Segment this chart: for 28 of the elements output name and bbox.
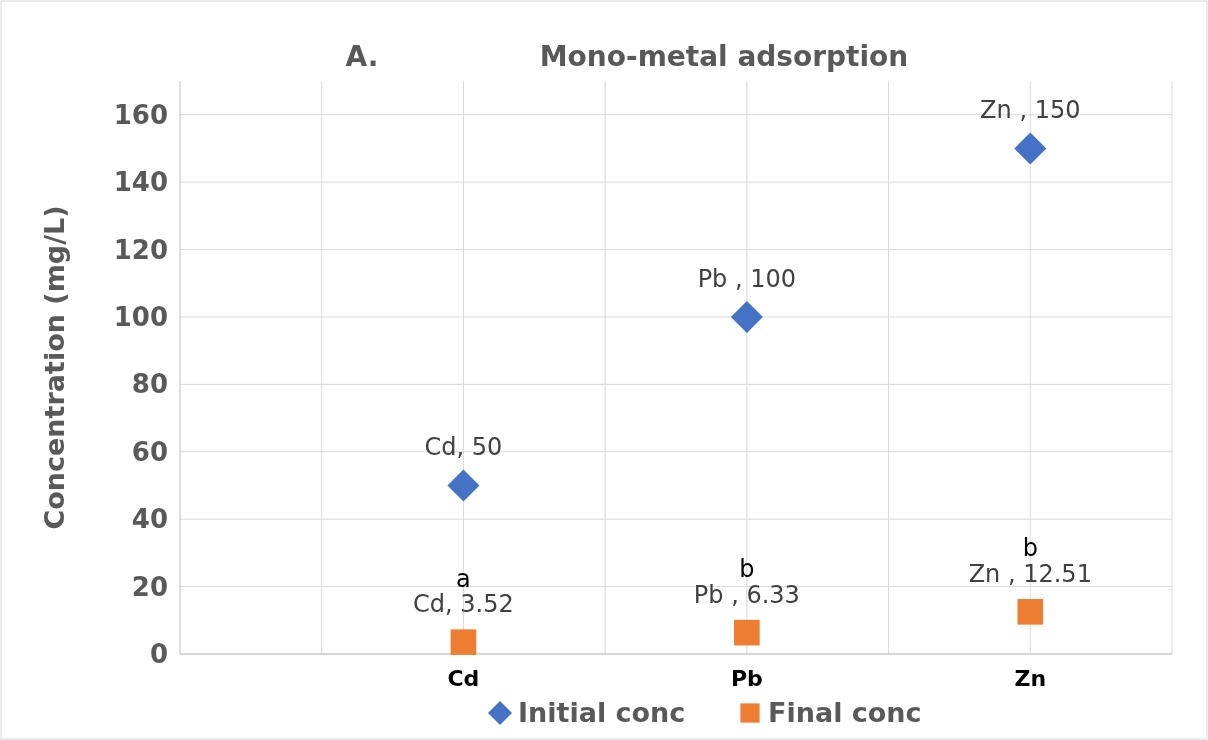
y-axis-title: Concentration (mg/L) <box>39 205 70 530</box>
x-tick-label: Cd <box>447 666 480 691</box>
point <box>734 619 760 646</box>
chart-title: Mono-metal adsorption <box>539 40 909 73</box>
y-tick-label: 80 <box>131 369 168 400</box>
point <box>450 629 477 655</box>
x-tick-label: Zn <box>1014 666 1047 691</box>
y-tick-label: 140 <box>113 167 168 198</box>
y-tick-label: 160 <box>113 99 168 130</box>
y-tick-label: 20 <box>131 571 168 602</box>
point <box>1014 132 1047 165</box>
text: A. <box>345 40 379 73</box>
point <box>447 469 480 502</box>
data-label: Pb , 100 <box>697 264 797 293</box>
x-tick-label: Pb <box>730 666 763 691</box>
data-label: Cd, 50 <box>424 433 503 462</box>
y-tick-label: 0 <box>149 639 168 670</box>
point <box>730 300 763 333</box>
data-label: Cd, 3.52 <box>413 590 514 619</box>
y-tick-label: 120 <box>113 234 168 265</box>
point <box>1017 599 1044 625</box>
y-tick-label: 40 <box>131 504 168 535</box>
y-tick-label: 100 <box>113 302 168 333</box>
y-tick-label: 60 <box>131 436 168 467</box>
data-label: Zn , 150 <box>980 96 1081 125</box>
annotation: a <box>456 564 471 593</box>
legend-label: Initial conc <box>518 697 686 729</box>
legend-label: Final conc <box>768 697 922 729</box>
